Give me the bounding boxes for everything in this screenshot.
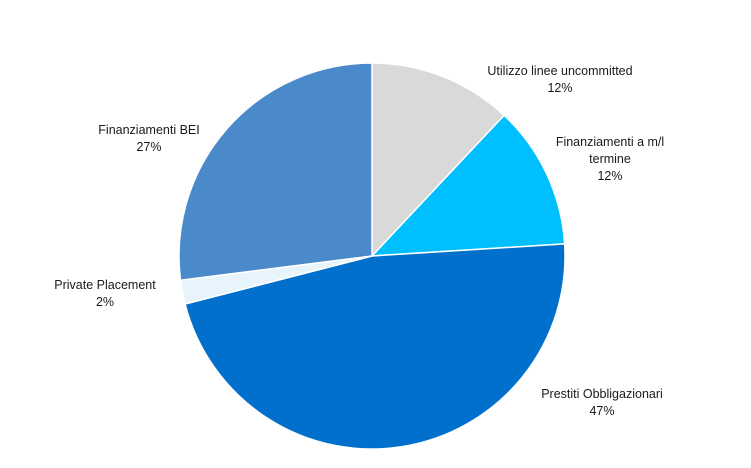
slice-label: Utilizzo linee uncommitted [487,64,632,78]
slice-label: Finanziamenti a m/l [556,135,664,149]
slice-value-label: 12% [597,169,622,183]
pie-slice-5 [178,62,373,282]
slice-label: termine [589,152,631,166]
slice-label: Prestiti Obbligazionari [541,387,663,401]
slice-value-label: 12% [547,81,572,95]
slice-value-label: 27% [136,140,161,154]
pie-slice-2 [370,114,566,257]
slice-label: Private Placement [54,278,156,292]
slice-value-label: 47% [589,404,614,418]
slice-value-label: 2% [96,295,114,309]
pie-slice-1 [371,62,506,258]
slice-label: Finanziamenti BEI [98,123,199,137]
pie-slice-3 [184,243,566,450]
